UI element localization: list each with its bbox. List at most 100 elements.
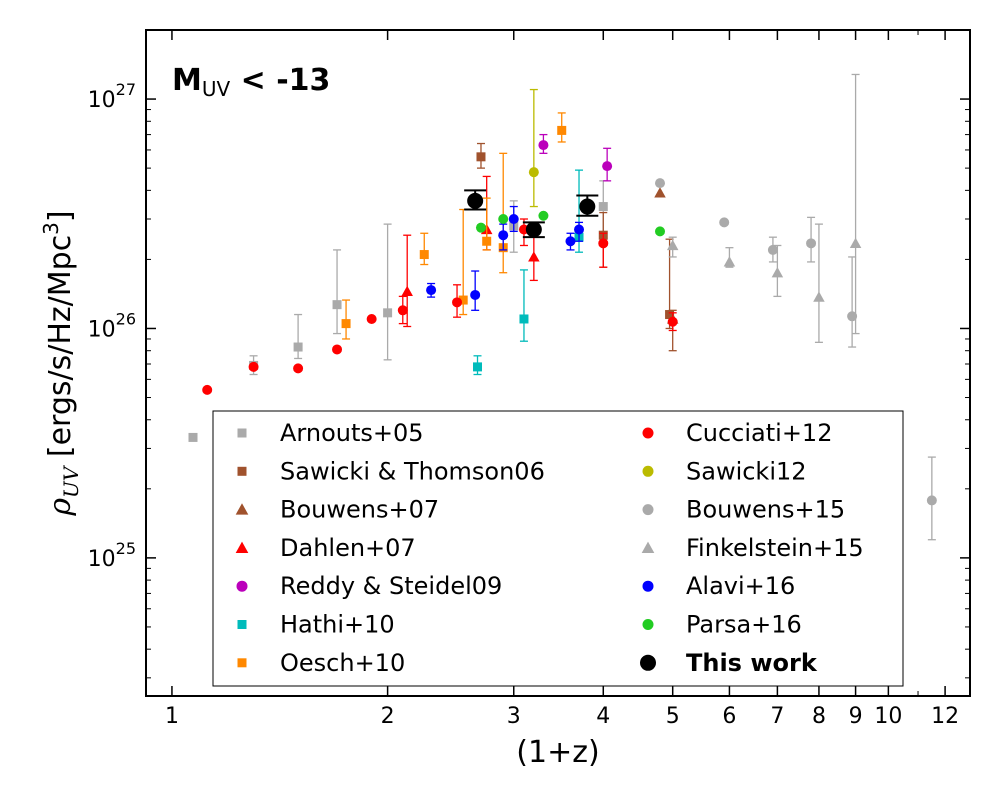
data-point bbox=[467, 192, 484, 209]
data-point bbox=[806, 238, 817, 249]
data-point bbox=[528, 167, 539, 178]
legend-marker bbox=[235, 503, 249, 515]
legend-label: This work bbox=[686, 649, 818, 677]
legend-label: Oesch+10 bbox=[280, 649, 405, 677]
legend-label: Sawicki & Thomson06 bbox=[280, 457, 545, 485]
legend: Arnouts+05 Sawicki & Thomson06 Bouwens+07 D… bbox=[212, 410, 904, 687]
legend-marker bbox=[237, 620, 247, 629]
legend-marker bbox=[236, 580, 248, 592]
data-point bbox=[849, 237, 862, 248]
x-tick-label: 12 bbox=[931, 704, 959, 729]
data-point bbox=[426, 285, 437, 296]
legend-marker bbox=[237, 466, 247, 476]
annotation-muv: MUV < -13 bbox=[172, 63, 330, 101]
data-point bbox=[528, 251, 540, 262]
data-point bbox=[565, 236, 576, 247]
x-tick-label: 5 bbox=[666, 704, 680, 729]
legend-label: Bouwens+15 bbox=[686, 496, 845, 524]
series-alavi-16 bbox=[426, 205, 585, 311]
data-point bbox=[470, 289, 481, 300]
x-tick-label: 1 bbox=[165, 704, 179, 729]
data-point bbox=[538, 140, 549, 151]
data-point bbox=[366, 313, 377, 324]
series-reddy-steidel09 bbox=[538, 133, 613, 182]
x-tick-label: 2 bbox=[381, 704, 395, 729]
legend-label: Finkelstein+15 bbox=[686, 534, 864, 562]
y-tick-label: 1025 bbox=[88, 539, 136, 572]
data-point bbox=[476, 152, 486, 162]
legend-label: Sawicki12 bbox=[686, 457, 807, 485]
y-label-sup: 3 bbox=[39, 222, 63, 235]
data-point bbox=[475, 222, 486, 233]
data-point bbox=[598, 238, 609, 249]
x-tick-label: 3 bbox=[507, 704, 521, 729]
data-point bbox=[723, 256, 736, 267]
data-point bbox=[397, 305, 408, 316]
y-label-sub: UV bbox=[59, 464, 83, 498]
data-point bbox=[202, 384, 213, 395]
y-label-text: [ergs/s/Hz/Mpc bbox=[43, 235, 78, 467]
series-sawicki12 bbox=[528, 88, 539, 208]
data-point bbox=[719, 217, 730, 228]
data-point bbox=[538, 210, 549, 221]
legend-marker bbox=[642, 465, 654, 477]
y-tick-label: 1026 bbox=[88, 309, 136, 342]
series-oesch-10 bbox=[341, 112, 567, 340]
x-axis-label: (1+z) bbox=[516, 735, 599, 770]
data-point bbox=[482, 236, 492, 246]
x-tick-label: 9 bbox=[849, 704, 863, 729]
legend-marker bbox=[642, 427, 654, 439]
annotation-sub: UV bbox=[202, 77, 231, 101]
data-point bbox=[602, 161, 613, 172]
legend-marker bbox=[235, 541, 249, 553]
legend-marker bbox=[642, 580, 654, 592]
data-point bbox=[498, 214, 509, 225]
legend-label: Alavi+16 bbox=[686, 572, 795, 600]
data-point bbox=[401, 285, 413, 297]
data-point bbox=[519, 314, 529, 324]
data-point bbox=[458, 295, 468, 305]
data-point bbox=[598, 202, 608, 212]
data-point bbox=[574, 224, 585, 235]
plot-frame bbox=[145, 29, 971, 697]
data-point bbox=[767, 244, 778, 255]
data-point bbox=[293, 363, 304, 374]
legend-label: Arnouts+05 bbox=[280, 419, 424, 447]
legend-box bbox=[212, 410, 904, 687]
x-tick-label: 7 bbox=[770, 704, 784, 729]
data-point bbox=[248, 361, 259, 372]
data-point bbox=[419, 250, 429, 260]
data-point bbox=[667, 316, 678, 327]
data-point bbox=[666, 239, 679, 251]
data-point bbox=[771, 266, 784, 278]
annotation-rest: < -13 bbox=[230, 63, 330, 98]
legend-label: Parsa+16 bbox=[686, 611, 802, 639]
legend-marker bbox=[642, 504, 654, 516]
data-point bbox=[557, 125, 567, 135]
data-point bbox=[579, 198, 596, 215]
data-point bbox=[665, 310, 675, 320]
legend-marker bbox=[237, 428, 247, 438]
y-axis-label: ρUV [ergs/s/Hz/Mpc3] bbox=[39, 210, 83, 516]
data-point bbox=[813, 291, 825, 302]
data-layer bbox=[188, 73, 937, 541]
legend-marker bbox=[641, 541, 655, 553]
series-this-work bbox=[464, 189, 599, 239]
series-finkelstein-15 bbox=[666, 73, 862, 343]
data-point bbox=[383, 308, 393, 318]
annotation-main: M bbox=[172, 63, 202, 98]
y-label-end: ] bbox=[43, 210, 78, 222]
legend-marker bbox=[642, 619, 654, 630]
x-tick-label: 6 bbox=[722, 704, 736, 729]
x-tick-label: 8 bbox=[812, 704, 826, 729]
data-point bbox=[452, 297, 463, 308]
series-bouwens-15 bbox=[655, 178, 937, 541]
data-point bbox=[293, 342, 303, 352]
data-point bbox=[926, 495, 937, 506]
legend-marker bbox=[237, 658, 247, 668]
data-point bbox=[654, 187, 666, 198]
data-point bbox=[332, 344, 343, 355]
legend-label: Reddy & Steidel09 bbox=[280, 572, 502, 600]
